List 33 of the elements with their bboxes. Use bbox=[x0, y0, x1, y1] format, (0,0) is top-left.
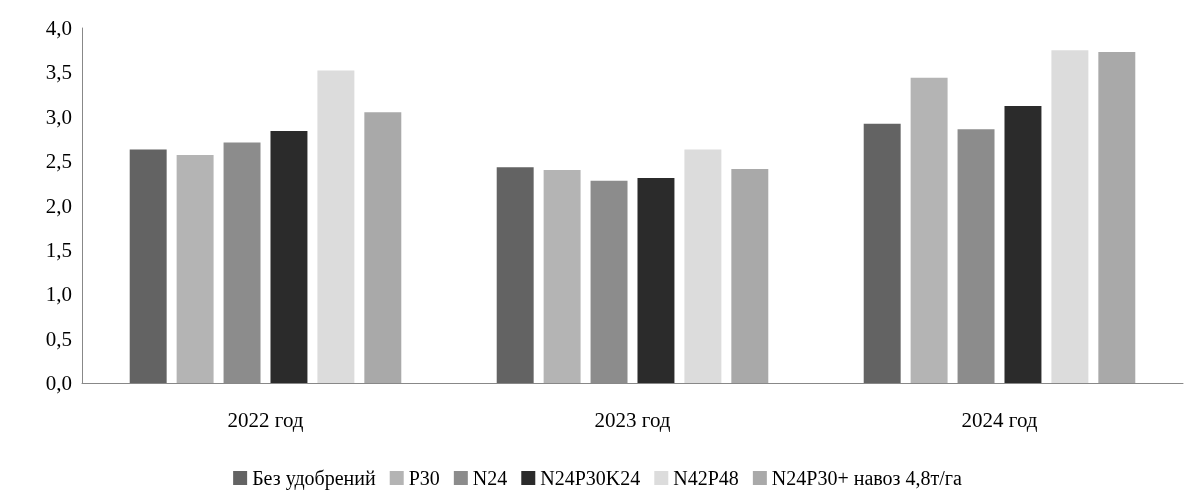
bar bbox=[543, 170, 581, 383]
legend-label: Без удобрений bbox=[252, 467, 377, 490]
legend-label: N24P30+ навоз 4,8т/га bbox=[771, 467, 962, 489]
bar bbox=[684, 149, 722, 383]
y-tick-label: 1,5 bbox=[45, 237, 72, 262]
x-tick-label: 2022 год bbox=[227, 407, 304, 432]
bar bbox=[129, 149, 167, 383]
x-tick-label: 2024 год bbox=[961, 407, 1038, 432]
legend-label: P30 bbox=[408, 467, 440, 489]
bar bbox=[1051, 50, 1089, 383]
y-tick-label: 1,0 bbox=[45, 282, 72, 307]
bar bbox=[1098, 51, 1136, 383]
y-tick-label: 0,0 bbox=[45, 371, 72, 395]
y-tick-label: 2,5 bbox=[45, 149, 72, 174]
bar bbox=[364, 112, 402, 383]
bar bbox=[176, 154, 214, 383]
bar bbox=[317, 70, 355, 383]
bar bbox=[731, 169, 769, 383]
y-tick-label: 3,0 bbox=[45, 104, 72, 129]
y-tick-label: 0,5 bbox=[45, 326, 72, 351]
bar bbox=[496, 167, 534, 383]
legend-label: N24 bbox=[472, 467, 508, 489]
bar bbox=[1004, 106, 1042, 383]
bar bbox=[270, 130, 308, 383]
y-tick-label: 2,0 bbox=[45, 193, 72, 218]
bar bbox=[637, 177, 675, 383]
legend-label: N42P48 bbox=[673, 467, 739, 489]
bar bbox=[910, 77, 948, 383]
legend-label: N24P30K24 bbox=[540, 467, 641, 489]
bar bbox=[863, 123, 901, 383]
x-tick-label: 2023 год bbox=[594, 407, 671, 432]
y-tick-label: 4,0 bbox=[45, 16, 72, 40]
y-tick-label: 3,5 bbox=[45, 60, 72, 85]
